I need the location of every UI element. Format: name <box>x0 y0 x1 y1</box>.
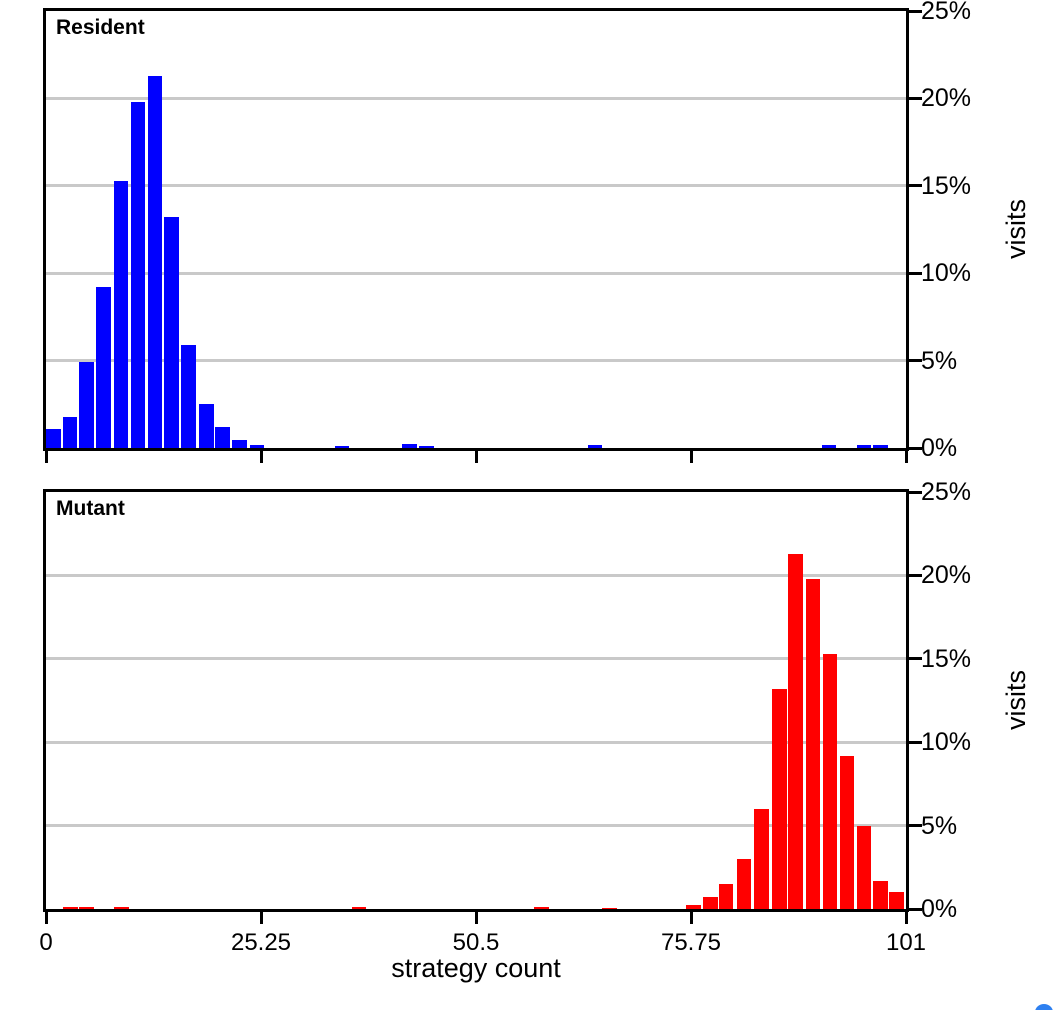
resident-histogram-bar <box>418 446 434 448</box>
y-axis-tick <box>909 96 922 100</box>
resident-histogram-bar <box>872 444 888 448</box>
x-axis-tick <box>259 912 263 924</box>
y-axis-title-mutant: visits <box>1001 670 1031 730</box>
y-axis-tick <box>909 9 922 13</box>
mutant-histogram-bar <box>79 906 94 909</box>
resident-histogram-bar <box>181 344 197 448</box>
mutant-histogram-bar <box>533 906 549 909</box>
y-axis-tick-label: 0% <box>921 434 958 462</box>
x-axis-tick <box>474 451 478 463</box>
y-axis-tick <box>909 740 922 744</box>
gridline-15pct <box>46 657 906 661</box>
mutant-histogram-bar <box>788 553 804 909</box>
y-axis-tick <box>909 446 922 450</box>
mutant-histogram-bar <box>888 892 904 909</box>
resident-histogram-bar <box>821 445 837 448</box>
mutant-histogram-bar <box>736 858 752 909</box>
mutant-histogram-bar <box>114 907 129 909</box>
x-axis-tick <box>904 451 908 463</box>
resident-histogram-bar <box>96 287 111 448</box>
resident-histogram-bar <box>401 443 417 448</box>
y-axis-tick <box>909 657 922 661</box>
mutant-histogram-bar <box>805 578 821 909</box>
gridline-15pct <box>46 184 906 188</box>
mutant-histogram-bar <box>772 688 788 909</box>
y-axis-tick <box>909 907 922 911</box>
panel-title-resident: Resident <box>56 16 145 39</box>
y-axis-tick-label: 20% <box>921 561 972 590</box>
resident-histogram-bar <box>113 180 129 448</box>
y-axis-tick-label: 20% <box>921 84 972 113</box>
mutant-histogram-bar <box>63 906 78 909</box>
mutant-histogram-bar <box>602 907 617 909</box>
resident-plot-area <box>46 11 906 448</box>
gridline-20pct <box>46 573 906 577</box>
x-axis-tick-label: 25.25 <box>230 929 292 956</box>
resident-histogram-bar <box>62 416 78 448</box>
x-axis-title: strategy count <box>391 953 561 983</box>
resident-histogram-bar <box>198 404 214 448</box>
y-axis-tick-label: 25% <box>921 478 972 506</box>
x-axis-tick <box>904 912 908 924</box>
x-axis-tick <box>44 912 48 924</box>
x-axis-tick-label: 75.75 <box>660 929 722 956</box>
y-axis-tick-label: 10% <box>921 259 972 288</box>
resident-histogram-bar <box>130 101 146 448</box>
mutant-histogram-bar <box>856 825 872 909</box>
gridline-5pct <box>46 824 906 828</box>
y-axis-tick-label: 15% <box>921 644 972 673</box>
mutant-panel: Mutant <box>43 489 909 912</box>
resident-histogram-bar <box>587 444 603 448</box>
y-axis-tick-label: 5% <box>921 346 958 375</box>
resident-histogram-bar <box>232 440 248 448</box>
y-axis-tick-label: 0% <box>921 895 958 923</box>
resident-histogram-bar <box>249 444 265 448</box>
x-axis-tick-label: 50.5 <box>452 929 500 956</box>
resident-histogram-bar <box>79 362 94 448</box>
x-axis-tick <box>689 451 693 463</box>
x-axis-tick <box>259 451 263 463</box>
resident-histogram-bar <box>147 75 163 448</box>
resident-histogram-bar <box>215 427 231 448</box>
resident-histogram-bar <box>334 445 350 448</box>
mutant-histogram-bar <box>822 653 838 909</box>
resident-histogram-bar <box>164 217 180 448</box>
resident-histogram-bar <box>856 444 872 448</box>
mutant-histogram-bar <box>872 880 888 909</box>
gridline-10pct <box>46 271 906 275</box>
panel-title-mutant: Mutant <box>56 497 125 520</box>
gridline-20pct <box>46 96 906 100</box>
y-axis-title-resident: visits <box>1001 199 1031 259</box>
y-axis-tick-label: 15% <box>921 171 972 200</box>
y-axis-tick <box>909 824 922 828</box>
y-axis-tick-label: 25% <box>921 0 972 25</box>
resident-histogram-bar <box>46 428 62 448</box>
x-axis-tick <box>44 451 48 463</box>
y-axis-tick <box>909 359 922 363</box>
y-axis-tick <box>909 271 922 275</box>
x-axis-tick-label: 101 <box>885 929 927 956</box>
gridline-5pct <box>46 359 906 363</box>
mutant-plot-area <box>46 492 906 909</box>
mutant-histogram-bar <box>703 897 719 909</box>
x-axis-tick-label: 0 <box>39 929 53 956</box>
x-axis-tick <box>689 912 693 924</box>
floating-widget-button[interactable] <box>1035 1004 1053 1010</box>
mutant-histogram-bar <box>718 883 734 909</box>
mutant-histogram-bar <box>686 904 702 909</box>
mutant-histogram-bar <box>754 808 770 909</box>
y-axis-tick-label: 5% <box>921 811 958 840</box>
mutant-histogram-bar <box>351 906 367 909</box>
gridline-10pct <box>46 740 906 744</box>
y-axis-tick <box>909 184 922 188</box>
x-axis-tick <box>474 912 478 924</box>
y-axis-tick <box>909 490 922 494</box>
y-axis-tick <box>909 573 922 577</box>
mutant-histogram-bar <box>839 755 855 909</box>
y-axis-tick-label: 10% <box>921 728 972 757</box>
resident-panel: Resident <box>43 8 909 451</box>
